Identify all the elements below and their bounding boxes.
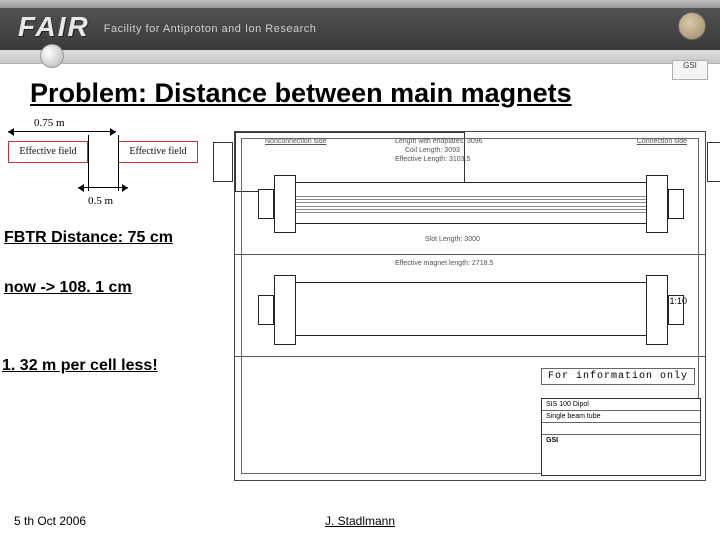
dim-bot-label: 0.5 m [88,195,113,207]
magnet-section-3 [235,132,465,192]
sub-bar-sphere-icon [40,44,64,68]
dim-top-line [8,131,116,132]
vtick-left [88,135,89,191]
vtick-right [118,135,119,191]
title-block-r1: SIS 100 Dipol [542,399,700,411]
header-mascot-icon [678,12,706,40]
dim-bot-line [78,187,128,188]
drawing-title-block: SIS 100 Dipol Single beam tube GSI [541,398,701,476]
header-bar: FAIR Facility for Antiproton and Ion Res… [0,0,720,50]
effective-field-box-left: Effective field [8,141,88,163]
fair-logo: FAIR [18,11,90,43]
gsi-badge: GSI [672,60,708,80]
title-block-r4: GSI [542,435,700,447]
sub-bar [0,50,720,64]
flange-3r [707,142,720,182]
effective-field-box-right: Effective field [118,141,198,163]
dim-top-label: 0.75 m [34,117,65,129]
text-fbtr-distance: FBTR Distance: 75 cm [4,229,173,247]
footer: 5 th Oct 2006 J. Stadlmann [0,514,720,532]
fair-subtitle: Facility for Antiproton and Ion Research [104,23,317,35]
title-block-r2: Single beam tube [542,411,700,423]
effective-field-diagram: 0.75 m Effective field Effective field 0… [0,117,220,217]
footer-date: 5 th Oct 2006 [14,514,86,528]
technical-drawing: Nonconnection side Connection side Lengt… [234,131,706,481]
flange-3l [213,142,233,182]
footer-author: J. Stadlmann [325,514,395,528]
text-delta-per-cell: 1. 32 m per cell less! [2,357,158,375]
title-block-r3 [542,423,700,435]
text-now-value: now -> 108. 1 cm [4,279,132,297]
slide-title: Problem: Distance between main magnets [0,64,720,109]
